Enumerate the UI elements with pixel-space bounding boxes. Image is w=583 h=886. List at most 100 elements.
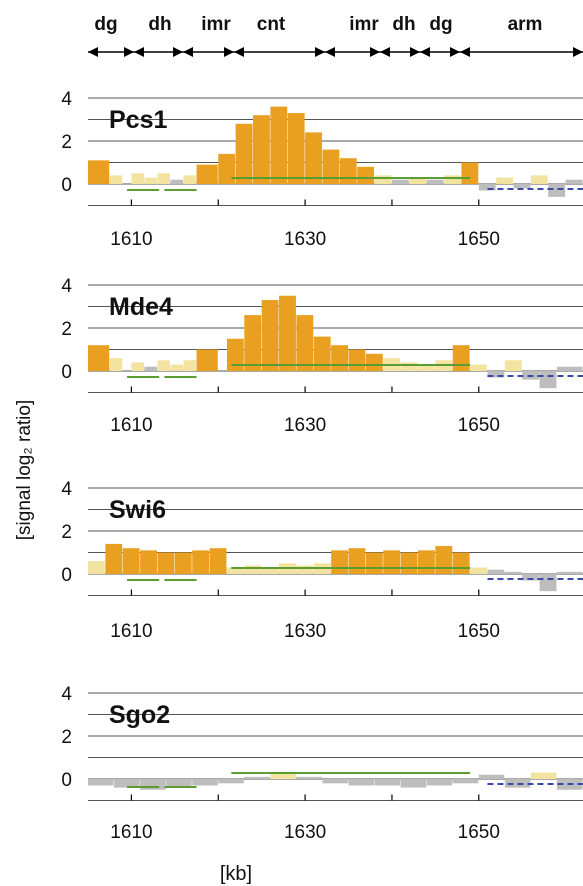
- signal-bar: [400, 779, 427, 788]
- signal-bar: [522, 574, 540, 581]
- region-label-dg: dg: [429, 14, 452, 35]
- x-tick-label: 1630: [284, 415, 326, 436]
- signal-bar: [322, 779, 349, 784]
- x-tick-label: 1650: [458, 229, 500, 250]
- signal-bar: [244, 776, 270, 779]
- y-tick-label: 4: [61, 479, 72, 500]
- signal-bar: [418, 550, 435, 574]
- signal-bar: [461, 162, 479, 184]
- signal-bar: [339, 158, 357, 184]
- y-tick-label: 4: [61, 89, 72, 110]
- signal-bar: [122, 548, 140, 574]
- signal-bar: [144, 177, 157, 184]
- region-arrowhead: [173, 47, 193, 57]
- signal-bar: [365, 353, 383, 371]
- signal-bar: [470, 567, 487, 574]
- signal-bar: [322, 149, 340, 184]
- y-axis-label: [signal log₂ ratio]: [14, 400, 35, 540]
- signal-bar: [348, 349, 366, 371]
- signal-bar: [296, 315, 314, 371]
- signal-bar: [452, 552, 470, 574]
- signal-bar: [556, 366, 583, 371]
- signal-bar: [374, 175, 392, 184]
- signal-bar: [279, 295, 296, 371]
- panel-pcs1: 0 2 4 1610 1630 1650 Pcs1: [61, 89, 583, 250]
- panel-mde4: 0 2 4 1610 1630 1650 Mde4: [61, 276, 583, 436]
- signal-bar: [435, 546, 453, 574]
- signal-bar: [131, 173, 144, 184]
- signal-bar: [196, 349, 218, 371]
- signal-bar: [556, 571, 583, 574]
- signal-bar: [383, 550, 401, 574]
- region-arrowhead: [315, 47, 335, 57]
- panel-sgo2: 0 2 4 1610 1630 1650 Sgo2: [61, 684, 583, 843]
- signal-bar: [105, 543, 123, 574]
- signal-bar: [487, 569, 505, 574]
- signal-bar: [88, 779, 114, 786]
- region-arrowhead: [88, 47, 98, 57]
- signal-bar: [261, 567, 279, 574]
- x-tick-label: 1610: [110, 415, 152, 436]
- signal-bar: [426, 179, 444, 184]
- signal-bar: [409, 177, 427, 184]
- region-arrowhead: [573, 47, 583, 57]
- signal-bar: [270, 106, 288, 184]
- y-tick-label: 2: [61, 727, 72, 748]
- signal-bar: [496, 177, 514, 184]
- signal-bar: [196, 164, 218, 184]
- signal-bar: [109, 175, 123, 184]
- region-arrowhead: [370, 47, 390, 57]
- y-tick-label: 0: [61, 175, 72, 196]
- region-header: dg dh imr cnt imr dh dg arm: [88, 14, 583, 57]
- signal-bar: [218, 153, 236, 184]
- signal-bar: [144, 366, 157, 371]
- x-tick-label: 1650: [458, 415, 500, 436]
- x-tick-label: 1650: [458, 822, 500, 843]
- signal-bar: [348, 779, 375, 786]
- y-tick-label: 0: [61, 770, 72, 791]
- x-tick-label: 1630: [284, 229, 326, 250]
- x-tick-label: 1650: [458, 621, 500, 642]
- signal-bar: [365, 552, 383, 574]
- signal-bar: [478, 184, 496, 191]
- signal-bar: [157, 552, 175, 574]
- signal-bar: [331, 345, 349, 371]
- signal-bar: [548, 184, 566, 197]
- signal-bar: [244, 565, 262, 574]
- signal-bar: [235, 123, 253, 184]
- signal-bar: [114, 779, 140, 788]
- panels: 0 2 4 1610 1630 1650 Pcs1 0 2 4 1610 1630 1650 Mde4 0 2…: [61, 89, 583, 843]
- signal-bar: [391, 179, 409, 184]
- signal-bar: [313, 336, 331, 371]
- signal-bar: [530, 175, 548, 184]
- signal-bar: [530, 772, 557, 779]
- signal-bar: [478, 774, 505, 779]
- region-arrowhead: [224, 47, 244, 57]
- signal-bar: [539, 574, 557, 592]
- y-tick-label: 4: [61, 684, 72, 705]
- signal-bar: [192, 550, 210, 574]
- region-label-dh: dh: [148, 14, 171, 35]
- x-tick-label: 1630: [284, 822, 326, 843]
- y-tick-label: 2: [61, 319, 72, 340]
- region-label-cnt: cnt: [257, 14, 286, 35]
- signal-bar: [183, 360, 197, 371]
- signal-bar: [157, 173, 170, 184]
- signal-bar: [426, 779, 453, 786]
- signal-bar: [218, 779, 244, 784]
- region-arrowhead: [124, 47, 144, 57]
- signal-bar: [418, 364, 435, 371]
- region-label-arm: arm: [508, 14, 543, 35]
- protein-name: Pcs1: [109, 106, 167, 134]
- signal-bar: [331, 550, 349, 574]
- x-tick-label: 1610: [110, 229, 152, 250]
- signal-bar: [487, 371, 505, 378]
- signal-bar: [539, 371, 557, 389]
- protein-name: Mde4: [109, 293, 173, 321]
- y-tick-label: 2: [61, 132, 72, 153]
- signal-bar: [357, 166, 375, 184]
- signal-bar: [88, 160, 110, 184]
- signal-bar: [444, 175, 461, 184]
- signal-bar: [140, 550, 157, 574]
